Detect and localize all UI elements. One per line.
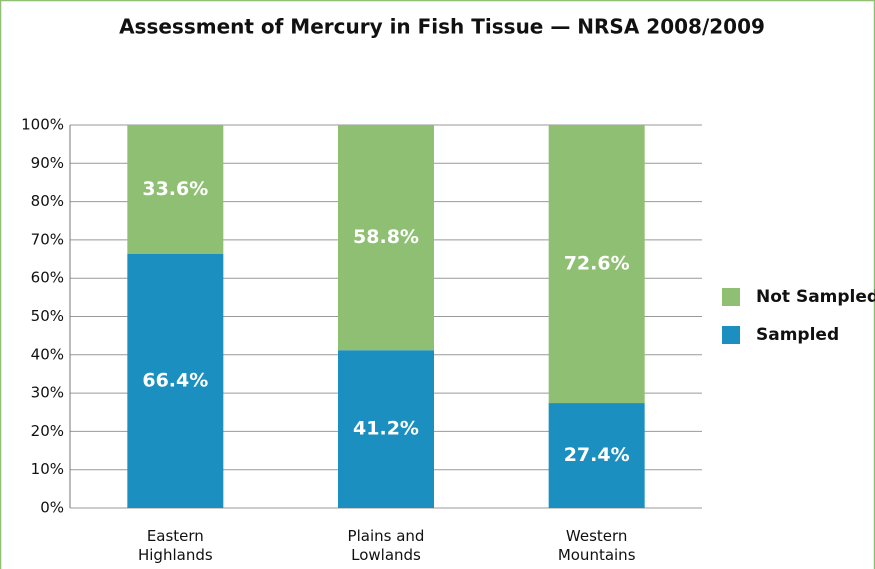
chart-title: Assessment of Mercury in Fish Tissue — N… — [119, 15, 765, 39]
y-tick-label: 60% — [31, 269, 64, 287]
y-tick-label: 50% — [31, 307, 64, 325]
y-tick-label: 30% — [31, 384, 64, 402]
bar-segment — [338, 125, 434, 351]
y-tick-label: 100% — [21, 116, 64, 134]
data-label: 41.2% — [353, 418, 419, 440]
bar-segment — [338, 350, 434, 508]
legend-label: Sampled — [756, 325, 839, 345]
y-tick-label: 70% — [31, 230, 64, 248]
y-tick-label: 80% — [31, 192, 64, 210]
data-label: 33.6% — [142, 178, 208, 200]
legend-swatch — [722, 326, 740, 344]
x-tick-label: Plains and Lowlands — [348, 527, 425, 564]
y-tick-label: 90% — [31, 154, 64, 172]
data-label: 72.6% — [564, 253, 630, 275]
legend-label: Not Sampled — [756, 287, 875, 307]
x-tick-label: Western Mountains — [558, 527, 636, 564]
data-label: 27.4% — [564, 444, 630, 466]
y-tick-label: 40% — [31, 345, 64, 363]
y-tick-label: 10% — [31, 460, 64, 478]
data-label: 66.4% — [142, 369, 208, 391]
bar-segment — [127, 253, 224, 508]
x-tick-label: Eastern Highlands — [138, 527, 213, 564]
y-tick-label: 0% — [40, 499, 64, 517]
bar-segment — [127, 125, 224, 254]
data-label: 58.8% — [353, 226, 419, 248]
legend-swatch — [722, 288, 740, 306]
y-tick-label: 20% — [31, 422, 64, 440]
bar-segment — [548, 125, 645, 404]
bar-segment — [548, 403, 645, 508]
